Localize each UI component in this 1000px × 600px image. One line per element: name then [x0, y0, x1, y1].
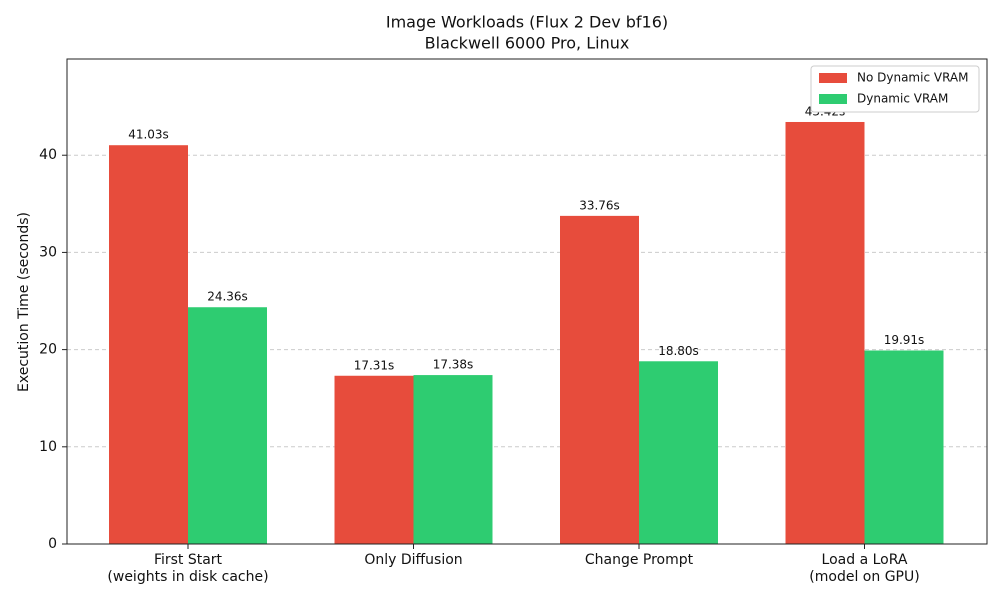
value-label: 18.80s [658, 344, 699, 358]
value-label: 41.03s [128, 128, 169, 142]
bar [413, 375, 493, 544]
bar [334, 375, 414, 544]
y-tick-label: 10 [39, 439, 57, 455]
legend-label: Dynamic VRAM [857, 92, 948, 106]
y-tick-label: 30 [39, 244, 57, 260]
bar [785, 121, 865, 544]
legend-swatch [819, 94, 847, 104]
bar [188, 307, 267, 544]
bar [109, 145, 188, 544]
x-tick-label: Change Prompt [585, 552, 694, 568]
y-tick-label: 40 [39, 147, 57, 163]
chart-subtitle: Blackwell 6000 Pro, Linux [425, 34, 630, 53]
plot-frame [66, 58, 988, 545]
y-tick-label: 0 [48, 536, 57, 552]
x-tick-label: First Start (weights in disk cache) [107, 552, 268, 585]
bar [560, 215, 639, 544]
value-label: 24.36s [207, 290, 248, 304]
x-tick-label: Only Diffusion [364, 552, 462, 568]
x-tick-label: Load a LoRA (model on GPU) [809, 552, 919, 585]
legend-box [810, 65, 980, 113]
value-label: 33.76s [579, 198, 620, 212]
legend: No Dynamic VRAM Dynamic VRAM [810, 65, 980, 113]
legend-label: No Dynamic VRAM [857, 71, 969, 85]
legend-swatch [819, 73, 847, 83]
y-tick-label: 20 [39, 342, 57, 358]
value-label: 17.38s [433, 358, 474, 372]
bar [864, 350, 944, 544]
value-label: 19.91s [884, 333, 925, 347]
y-axis-label: Execution Time (seconds) [16, 212, 32, 392]
value-label: 17.31s [354, 358, 395, 372]
bar [639, 361, 718, 544]
chart-title: Image Workloads (Flux 2 Dev bf16) [386, 13, 668, 32]
